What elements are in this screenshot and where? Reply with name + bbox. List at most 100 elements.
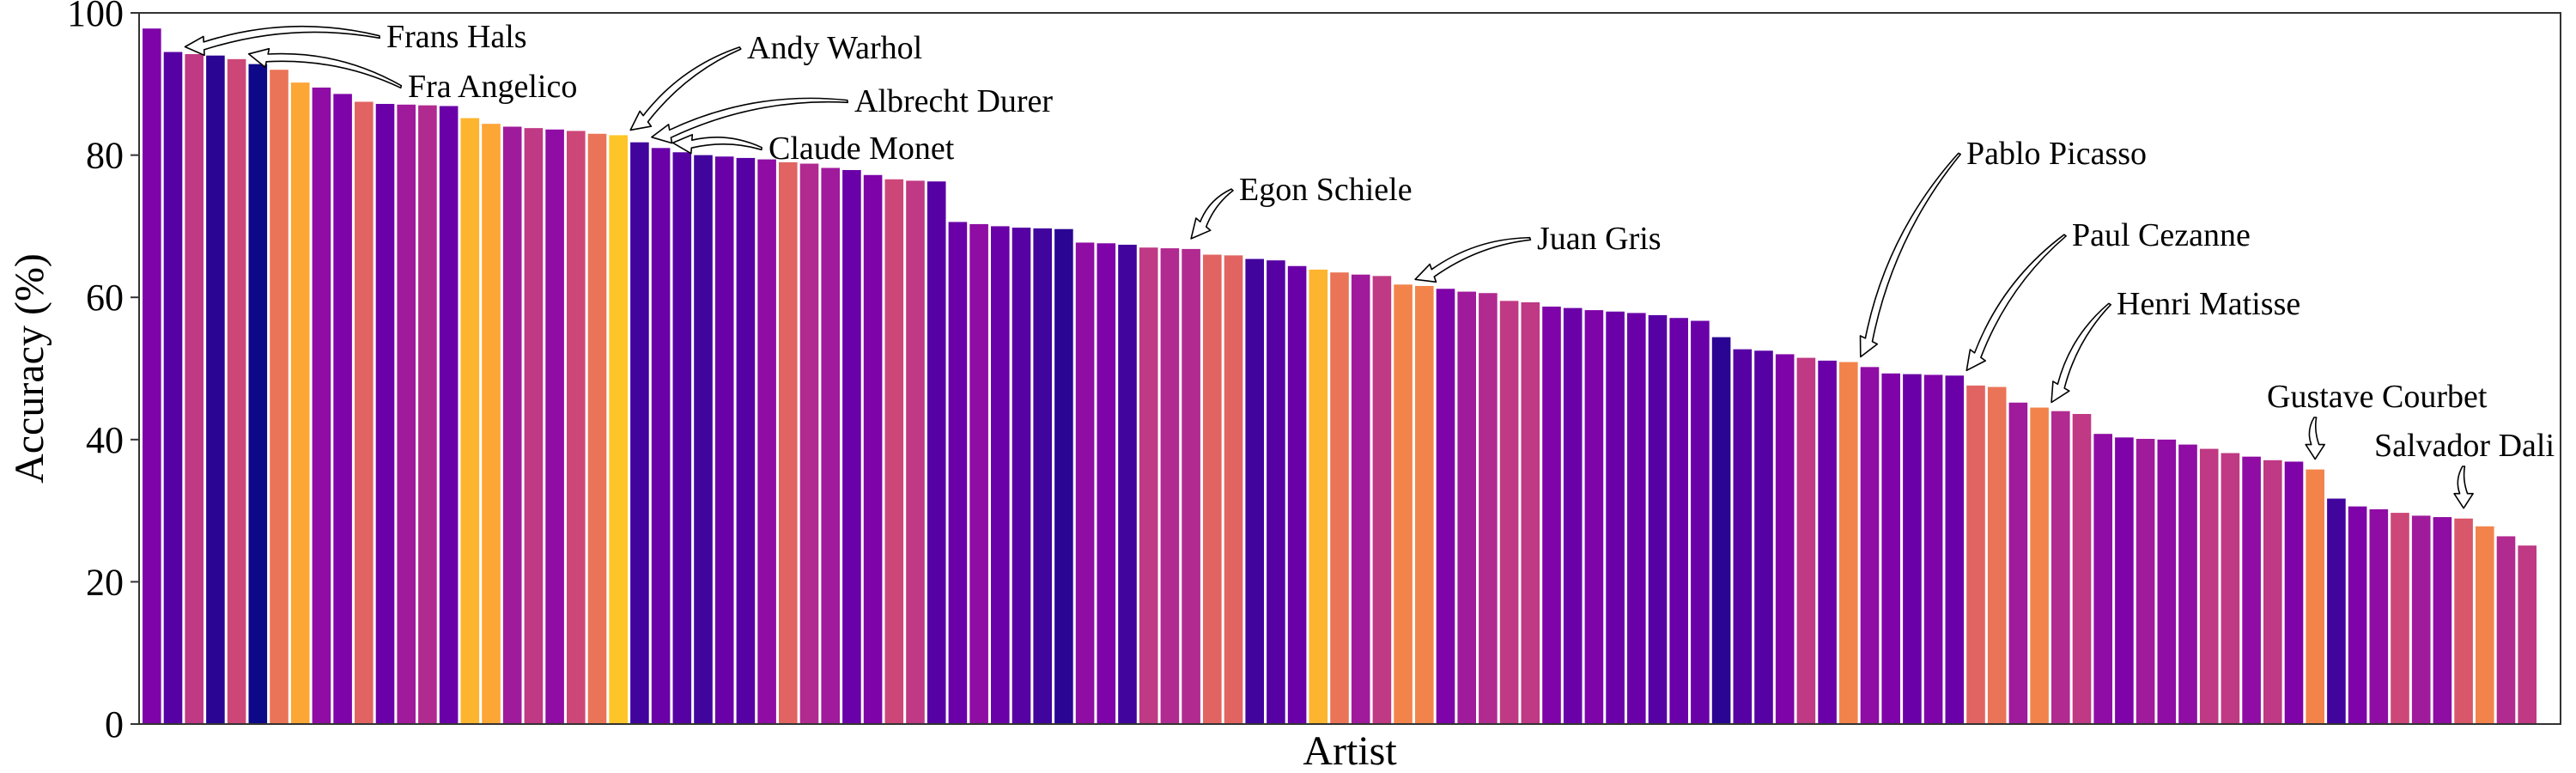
bar (227, 58, 246, 724)
bar (1309, 269, 1328, 724)
bar (927, 181, 946, 724)
bar (1584, 310, 1604, 724)
bar (2199, 448, 2219, 724)
annotation-label: Henri Matisse (2117, 286, 2300, 322)
bar (185, 54, 204, 724)
bar (1182, 248, 1200, 724)
bar (991, 226, 1010, 724)
bar (2136, 438, 2155, 724)
annotation-label: Juan Gris (1537, 221, 1662, 257)
bar (1711, 337, 1731, 724)
y-tick-label: 80 (86, 135, 124, 177)
bar (545, 129, 564, 724)
bar (143, 28, 161, 724)
annotation-arrow (2050, 302, 2111, 404)
bars-group (143, 28, 2537, 724)
bar (1627, 313, 1646, 724)
annotation-arrow (2453, 466, 2474, 509)
bar (460, 118, 480, 724)
bar (1754, 350, 1773, 724)
bar (2348, 506, 2367, 724)
bar (439, 106, 459, 724)
bar (2454, 518, 2473, 724)
bar (1224, 255, 1243, 724)
bar (1267, 260, 1285, 724)
bar (587, 133, 607, 724)
bar (799, 163, 819, 724)
bar (842, 169, 861, 724)
y-axis: 0 20 40 60 80 100 (67, 0, 139, 746)
bar (2157, 439, 2177, 724)
bar (2115, 437, 2134, 724)
bar (2433, 517, 2452, 724)
bar (397, 104, 416, 724)
bar (779, 161, 798, 724)
bar (884, 179, 904, 724)
bar (163, 52, 183, 724)
annotation-label: Albrecht Durer (854, 83, 1053, 119)
bar (1563, 307, 1583, 724)
bar (2306, 469, 2324, 724)
bar (714, 156, 734, 724)
bar (2051, 411, 2070, 724)
bar (567, 131, 586, 724)
bar (502, 126, 522, 724)
bar (355, 101, 374, 724)
bar (1054, 228, 1073, 724)
y-tick-label: 60 (86, 277, 124, 319)
bar (1436, 289, 1455, 724)
bar (1775, 354, 1795, 724)
y-tick-label: 40 (86, 419, 124, 461)
bar (1479, 293, 1498, 724)
bar (1394, 284, 1413, 724)
bar (1033, 228, 1052, 724)
annotation-label: Salvador Dali (2374, 428, 2555, 464)
bar (2391, 513, 2409, 724)
bar (1669, 318, 1688, 724)
annotation-arrow (651, 97, 848, 144)
bar (206, 55, 225, 724)
bar (2284, 461, 2304, 724)
bar (651, 148, 671, 724)
bar (2093, 434, 2112, 724)
bar (248, 64, 268, 724)
bar (2030, 407, 2049, 724)
bar (1542, 306, 1561, 724)
y-tick-label: 20 (86, 561, 124, 603)
bar (2221, 453, 2240, 724)
bar (418, 105, 437, 724)
bar (1881, 373, 1900, 724)
bar (969, 223, 988, 724)
plot-frame (138, 12, 2561, 725)
annotation-arrow (1965, 234, 2067, 372)
bar (2411, 515, 2431, 724)
bar (482, 124, 501, 724)
annotation-label: Pablo Picasso (1966, 136, 2147, 172)
bar (757, 159, 776, 724)
annotation-arrow (2305, 417, 2325, 460)
bar (2072, 413, 2092, 724)
bar (1160, 248, 1180, 724)
bar (1818, 360, 1837, 724)
bar (906, 180, 925, 724)
bar (863, 174, 883, 724)
bar (1521, 302, 1540, 724)
annotation-arrow (629, 46, 742, 131)
bar (1203, 254, 1222, 724)
bar (1097, 243, 1116, 724)
bar (1860, 367, 1880, 724)
annotation-arrow (247, 47, 403, 89)
annotation-arrow (184, 25, 380, 57)
bar (1796, 357, 1816, 724)
annotation-label: Fra Angelico (408, 69, 577, 105)
annotation-label: Gustave Courbet (2267, 379, 2488, 415)
bar (1945, 375, 1965, 724)
bar (1118, 244, 1137, 724)
annotation-arrow (1859, 152, 1961, 358)
bar (2242, 456, 2261, 724)
bar (1287, 265, 1307, 724)
annotation-label: Andy Warhol (747, 30, 922, 66)
bar (375, 103, 395, 724)
bar (1139, 247, 1158, 724)
bar (1987, 386, 2007, 724)
